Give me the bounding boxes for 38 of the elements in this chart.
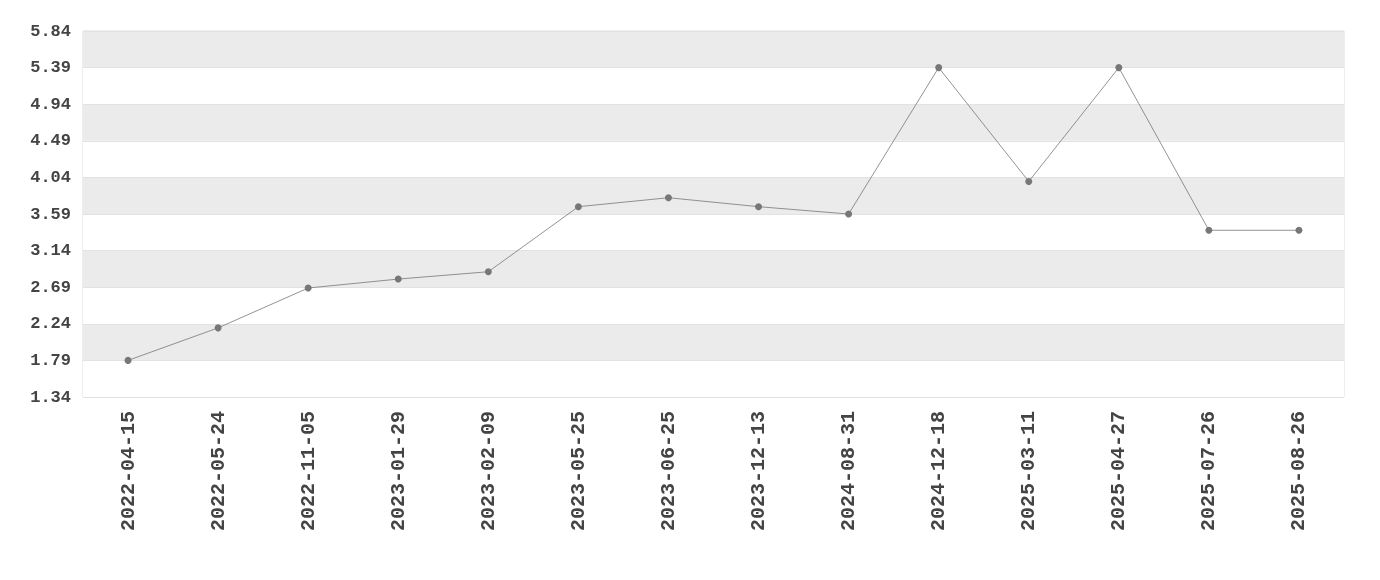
x-tick-label: 2025-08-26 (1287, 411, 1311, 532)
y-tick-label: 2.24 (30, 314, 71, 334)
x-tick-label: 2025-04-27 (1107, 411, 1131, 532)
point (214, 324, 222, 332)
y-tick-label: 2.69 (30, 277, 71, 297)
x-tick-label: 2023-06-25 (656, 411, 680, 532)
point (1205, 226, 1213, 234)
x-tick-label: 2025-07-26 (1197, 411, 1221, 532)
point (1295, 226, 1303, 234)
point (574, 203, 582, 211)
x-tick-label: 2024-12-18 (927, 411, 951, 532)
point (755, 203, 763, 211)
x-tick-label: 2023-01-29 (386, 411, 410, 532)
x-tick-label: 2023-02-09 (476, 411, 500, 532)
x-tick-label: 2022-05-24 (206, 411, 230, 532)
point (1115, 64, 1123, 72)
y-tick-label: 5.39 (30, 58, 71, 78)
point (845, 210, 853, 218)
y-tick-label: 4.94 (30, 94, 71, 114)
x-tick-label: 2022-11-05 (296, 411, 320, 532)
y-tick-label: 4.04 (30, 167, 71, 187)
x-tick-label: 2024-08-31 (837, 411, 861, 532)
point (1025, 177, 1033, 185)
point (935, 64, 943, 72)
x-tick-label: 2023-12-13 (747, 411, 771, 532)
y-tick-label: 5.84 (30, 21, 71, 41)
y-tick-label: 1.34 (30, 387, 71, 407)
point (484, 268, 492, 276)
y-tick-label: 1.79 (30, 350, 71, 370)
y-tick-label: 3.14 (30, 241, 71, 261)
y-tick-label: 4.49 (30, 131, 71, 151)
x-tick-label: 2025-03-11 (1017, 411, 1041, 532)
point (394, 275, 402, 283)
x-tick-label: 2023-05-25 (566, 411, 590, 532)
point (664, 194, 672, 202)
point (124, 356, 132, 364)
x-tick-label: 2022-04-15 (116, 411, 140, 532)
y-tick-label: 3.59 (30, 204, 71, 224)
